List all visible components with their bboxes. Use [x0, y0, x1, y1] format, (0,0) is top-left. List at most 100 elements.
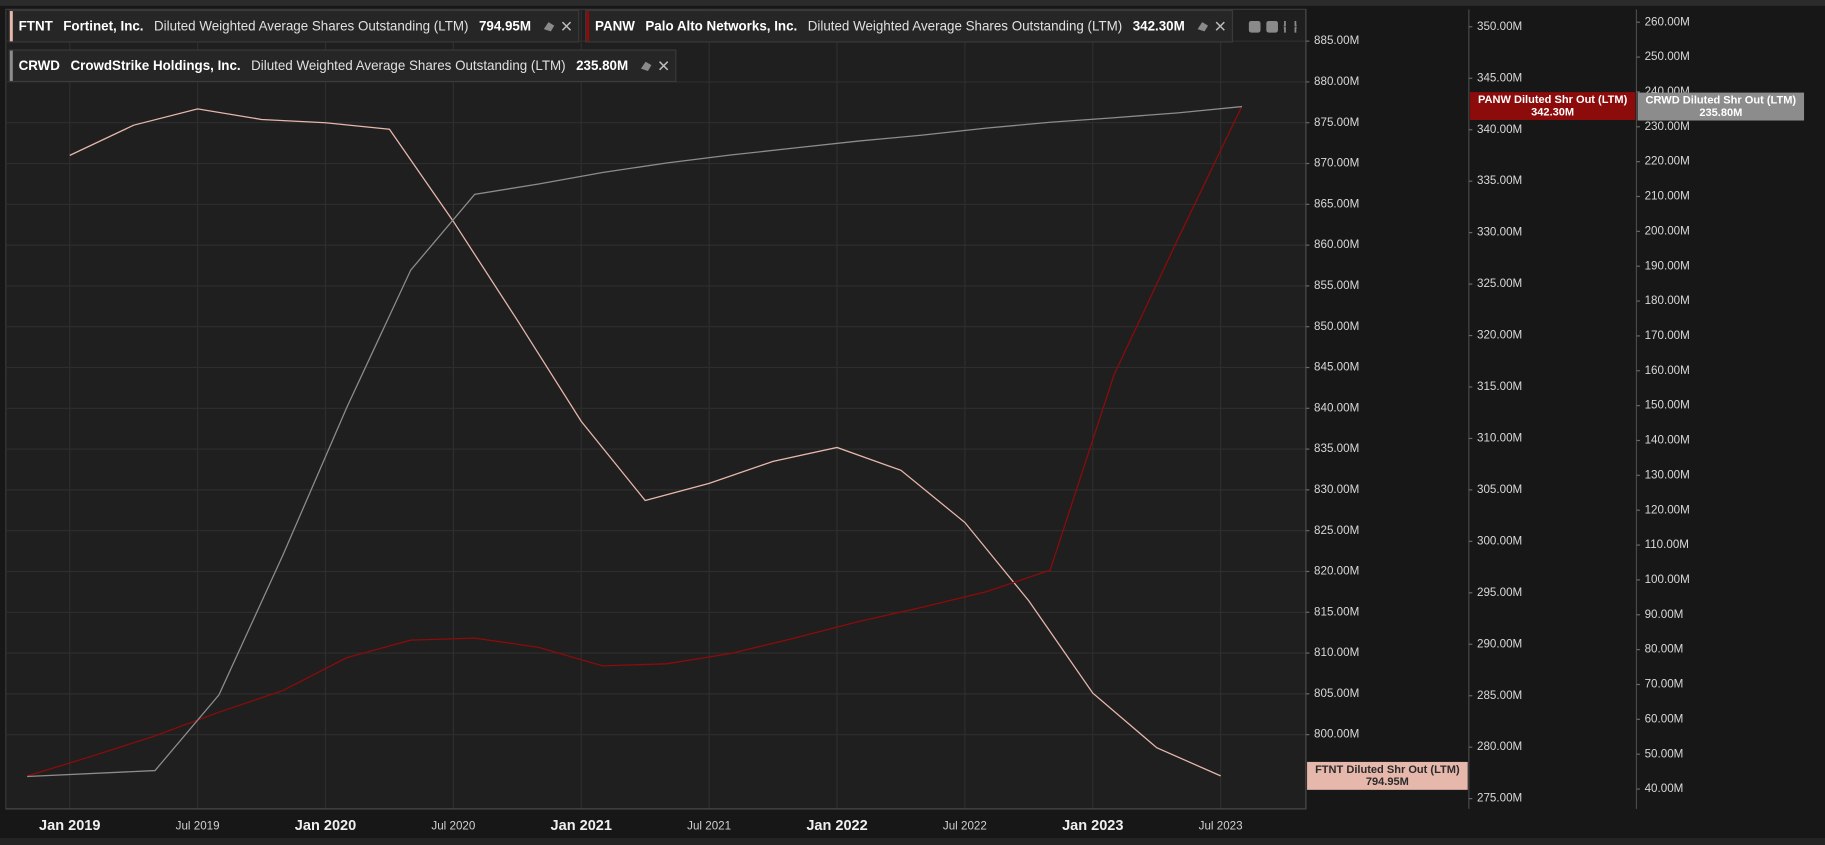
y-tick-label: 810.00M	[1314, 646, 1359, 659]
move-up-button[interactable]	[1248, 20, 1261, 33]
y-tick-label: 320.00M	[1477, 329, 1522, 342]
x-tick-label: Jan 2021	[551, 818, 612, 834]
y-tick-label: 825.00M	[1314, 524, 1359, 537]
y-tick-label: 805.00M	[1314, 687, 1359, 700]
legend-swatch	[9, 50, 13, 81]
legend-value: 342.30M	[1133, 18, 1185, 33]
legend-box	[8, 49, 677, 83]
y-tick-label: 220.00M	[1645, 155, 1690, 168]
y-tick-label: 190.00M	[1645, 259, 1690, 272]
bottom-strip	[0, 838, 1825, 845]
y-tick-label: 330.00M	[1477, 226, 1522, 239]
legend-swatch	[586, 11, 590, 42]
y-tick-label: 100.00M	[1645, 573, 1690, 586]
plot-area	[5, 8, 1307, 810]
y-tick-label: 815.00M	[1314, 605, 1359, 618]
y-tick-label: 285.00M	[1477, 689, 1522, 702]
y-tick-label: 210.00M	[1645, 190, 1690, 203]
y-tick-label: 300.00M	[1477, 534, 1522, 547]
y-tick-label: 280.00M	[1477, 740, 1522, 753]
axes: Jan 2019 Jul 2019 Jan 2020 Jul 2020 Jan 2021…	[5, 9, 1690, 834]
value-tag	[1637, 92, 1805, 121]
legend-metric: Diluted Weighted Average Shares Outstand…	[251, 58, 565, 73]
x-tick-label: Jul 2021	[687, 819, 731, 832]
y-tick-label: 305.00M	[1477, 483, 1522, 496]
value-tag-value: 794.95M	[1366, 776, 1409, 788]
y-tick-label: 885.00M	[1314, 34, 1359, 47]
x-tick-label: Jan 2019	[39, 818, 100, 834]
legend-company: CrowdStrike Holdings, Inc.	[70, 58, 240, 73]
value-tag-name: CRWD Diluted Shr Out (LTM)	[1646, 95, 1797, 107]
x-tick-label: Jan 2020	[295, 818, 356, 834]
toolbar	[1248, 20, 1297, 33]
lines	[26, 105, 1243, 778]
legend-remove-icon[interactable]	[1215, 21, 1225, 31]
y-tick-label: 840.00M	[1314, 401, 1359, 414]
x-tick-label: Jul 2023	[1199, 819, 1243, 832]
y-tick-label: 260.00M	[1645, 15, 1690, 28]
y-tick-label: 875.00M	[1314, 116, 1359, 129]
y-tick-label: 150.00M	[1645, 399, 1690, 412]
y-tick-label: 170.00M	[1645, 329, 1690, 342]
y-tick-label: 835.00M	[1314, 442, 1359, 455]
legend-value: 235.80M	[576, 58, 628, 73]
move-down-button[interactable]	[1266, 20, 1278, 33]
legend-ticker: CRWD	[19, 58, 61, 73]
x-tick-label: Jan 2023	[1062, 818, 1123, 834]
series-line	[27, 105, 1243, 778]
y-tick-label: 80.00M	[1645, 643, 1684, 656]
y-tick-label: 350.00M	[1477, 20, 1522, 33]
y-tick-label: 830.00M	[1314, 483, 1359, 496]
legend-item: CRWD CrowdStrike Holdings, Inc. Diluted We…	[8, 49, 677, 83]
y-tick-label: 335.00M	[1477, 174, 1522, 187]
legend-settings-icon[interactable]	[1197, 22, 1209, 32]
y-tick-label: 275.00M	[1477, 792, 1522, 805]
y-tick-label: 160.00M	[1645, 364, 1690, 377]
x-tick-label: Jan 2022	[806, 818, 867, 834]
legend-metric: Diluted Weighted Average Shares Outstand…	[154, 18, 468, 33]
legend-metric: Diluted Weighted Average Shares Outstand…	[808, 18, 1122, 33]
y-tick-label: 140.00M	[1645, 434, 1690, 447]
y-tick-label: 200.00M	[1645, 224, 1690, 237]
y-tick-label: 180.00M	[1645, 294, 1690, 307]
legend-company: Fortinet, Inc.	[63, 18, 143, 33]
value-tag-name: PANW Diluted Shr Out (LTM)	[1478, 94, 1628, 106]
legend-remove-icon[interactable]	[561, 21, 572, 31]
legend-settings-icon[interactable]	[543, 22, 555, 32]
y-tick-label: 40.00M	[1645, 782, 1684, 795]
y-tick-label: 865.00M	[1314, 197, 1359, 210]
x-tick-label: Jul 2022	[943, 819, 987, 832]
y-tick-label: 860.00M	[1314, 238, 1359, 251]
value-tag-value: 342.30M	[1531, 106, 1574, 118]
y-tick-label: 230.00M	[1645, 120, 1690, 133]
y-tick-label: 120.00M	[1645, 503, 1690, 516]
value-tag-name: FTNT Diluted Shr Out (LTM)	[1315, 764, 1460, 776]
y-tick-label: 855.00M	[1314, 279, 1359, 292]
legend-box	[585, 9, 1234, 43]
y-tick-label: 60.00M	[1645, 712, 1684, 725]
collapse-button[interactable]	[1283, 20, 1297, 33]
y-tick-label: 310.00M	[1477, 432, 1522, 445]
y-tick-label: 850.00M	[1314, 320, 1359, 333]
legend-remove-icon[interactable]	[659, 61, 669, 71]
y-tick-label: 800.00M	[1314, 728, 1359, 741]
y-tick-label: 295.00M	[1477, 586, 1522, 599]
series-line	[69, 108, 1221, 777]
legend-swatch	[9, 11, 13, 42]
legend-settings-icon[interactable]	[640, 61, 652, 72]
y-tick-label: 315.00M	[1477, 380, 1522, 393]
x-tick-label: Jul 2020	[431, 819, 475, 832]
y-tick-label: 90.00M	[1645, 608, 1684, 621]
legend-item: PANW Palo Alto Networks, Inc. Diluted Weig…	[585, 9, 1234, 43]
y-tick-label: 250.00M	[1645, 50, 1690, 63]
y-tick-label: 870.00M	[1314, 157, 1359, 170]
legend: FTNT Fortinet, Inc. Diluted Weighted Avera…	[8, 9, 1234, 83]
y-tick-label: 820.00M	[1314, 565, 1359, 578]
value-tag	[1470, 92, 1636, 121]
y-tick-label: 345.00M	[1477, 71, 1522, 84]
y-tick-label: 290.00M	[1477, 637, 1522, 650]
value-tag	[1307, 761, 1468, 790]
legend-box	[8, 9, 580, 43]
